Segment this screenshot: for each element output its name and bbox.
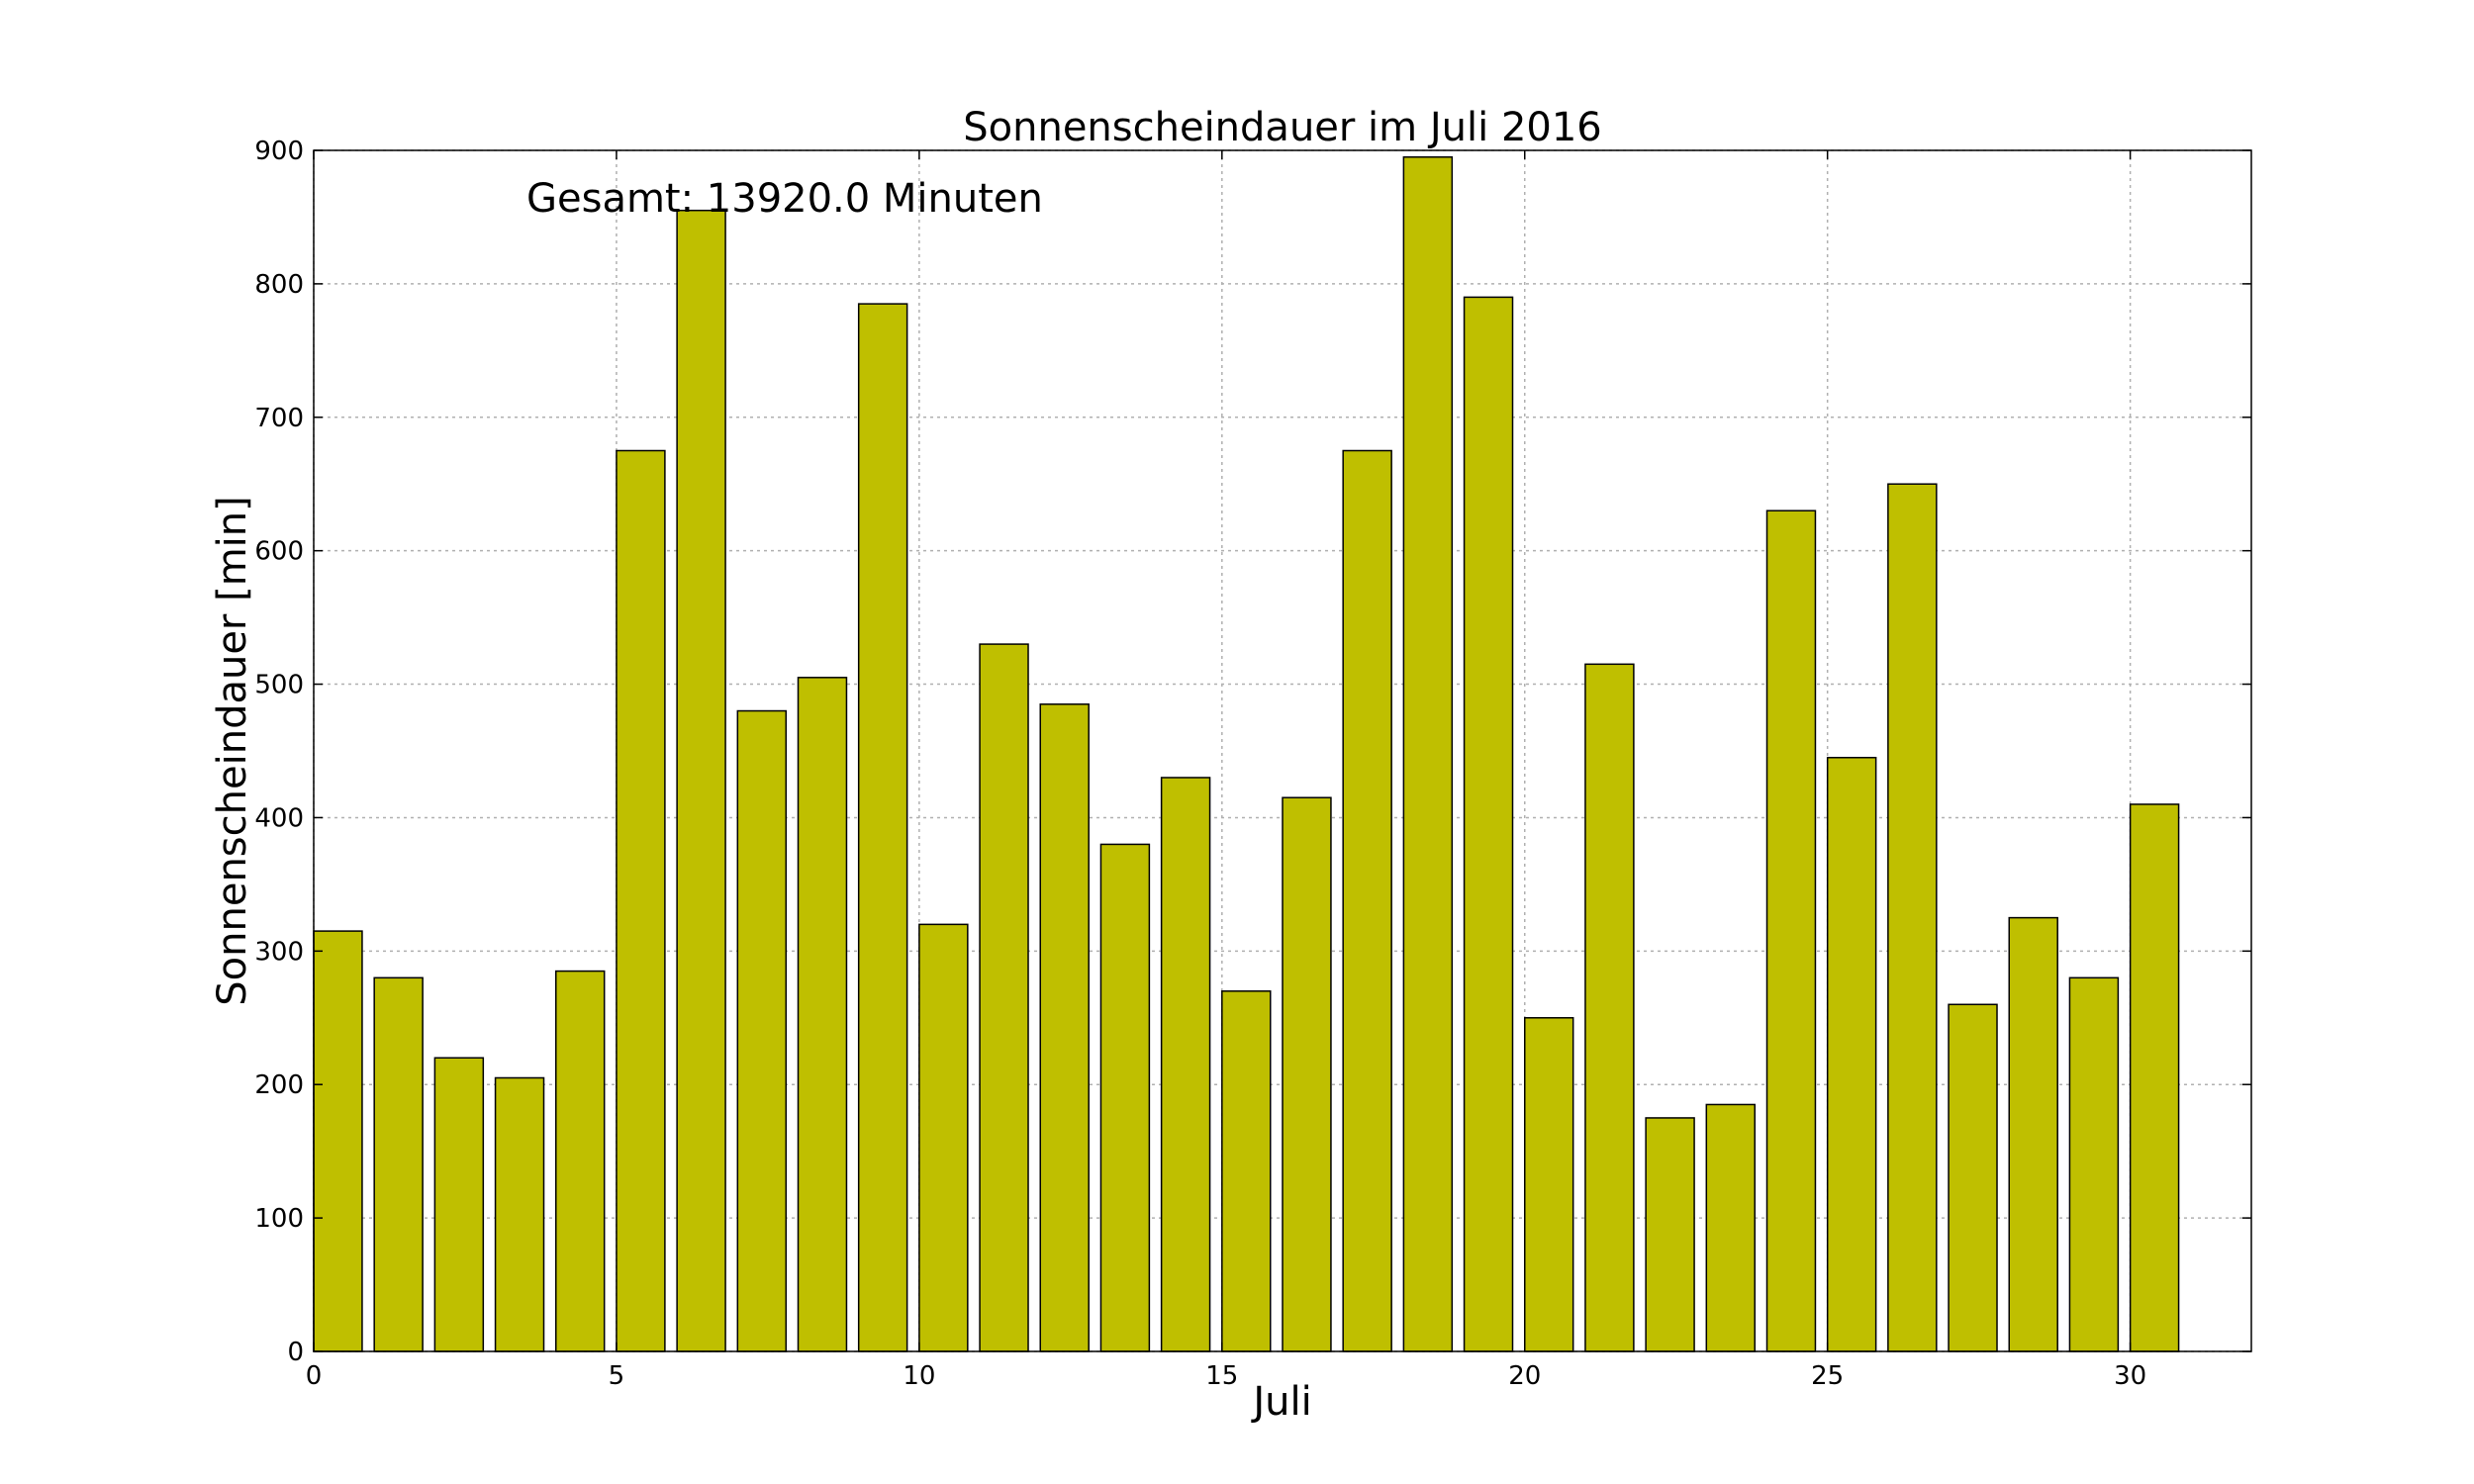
bar-day-18	[1342, 449, 1392, 1352]
bar-day-24	[1705, 1103, 1757, 1352]
bar-day-30	[2068, 976, 2120, 1352]
y-tick-label: 800	[254, 270, 304, 300]
bar-day-22	[1584, 663, 1635, 1352]
bar-day-25	[1765, 510, 1817, 1352]
y-tick-label: 500	[254, 671, 304, 700]
bar-day-8	[736, 709, 788, 1352]
bar-day-6	[616, 449, 666, 1352]
bar-day-3	[433, 1057, 485, 1352]
x-tick-label: 15	[1205, 1361, 1238, 1391]
x-tick-label: 5	[609, 1361, 625, 1391]
y-tick-label: 0	[287, 1338, 304, 1367]
y-tick-label: 200	[254, 1070, 304, 1100]
bars	[313, 155, 2180, 1352]
bar-day-26	[1826, 756, 1877, 1352]
y-axis-title: Sonnenscheindauer [min]	[210, 496, 255, 1005]
x-tick-label: 10	[903, 1361, 935, 1391]
plot-frame	[313, 149, 2252, 1352]
ticks: 0 100 200 300 400 500 600 700 800 900 0 5 10 15 20 25 30	[254, 137, 2251, 1391]
bar-day-28	[1948, 1003, 1998, 1352]
bar-day-27	[1887, 483, 1938, 1352]
y-tick-label: 400	[254, 803, 304, 833]
x-tick-label: 25	[1811, 1361, 1844, 1391]
bar-day-4	[494, 1076, 545, 1352]
bar-day-9	[797, 677, 848, 1352]
x-tick-label: 20	[1508, 1361, 1541, 1391]
y-tick-label: 100	[254, 1204, 304, 1234]
x-tick-label: 0	[306, 1361, 323, 1391]
bar-day-5	[555, 970, 606, 1352]
bar-day-14	[1099, 843, 1151, 1352]
bar-day-10	[857, 303, 908, 1352]
bar-day-21	[1524, 1017, 1574, 1352]
bar-day-12	[979, 643, 1029, 1352]
x-tick-label: 30	[2114, 1361, 2146, 1391]
bar-day-15	[1160, 777, 1211, 1352]
bar-day-13	[1039, 703, 1090, 1352]
bar-day-11	[918, 923, 969, 1352]
y-tick-label: 900	[254, 137, 304, 166]
bar-day-17	[1282, 796, 1332, 1352]
y-tick-label: 600	[254, 537, 304, 567]
y-tick-label: 300	[254, 937, 304, 967]
chart-title: Sonnenscheindauer im Juli 2016	[963, 105, 1602, 150]
bar-day-2	[373, 976, 424, 1352]
bar-day-23	[1645, 1117, 1695, 1352]
bar-day-29	[2008, 916, 2058, 1352]
bar-day-20	[1463, 296, 1514, 1352]
y-tick-label: 700	[254, 404, 304, 433]
bar-day-1	[313, 930, 363, 1352]
x-axis-title: Juli	[1250, 1379, 1311, 1425]
bar-day-16	[1221, 990, 1272, 1352]
bar-day-19	[1402, 155, 1454, 1352]
bar-day-7	[676, 209, 726, 1352]
bar-day-31	[2129, 803, 2180, 1352]
total-annotation: Gesamt: 13920.0 Minuten	[526, 176, 1043, 222]
